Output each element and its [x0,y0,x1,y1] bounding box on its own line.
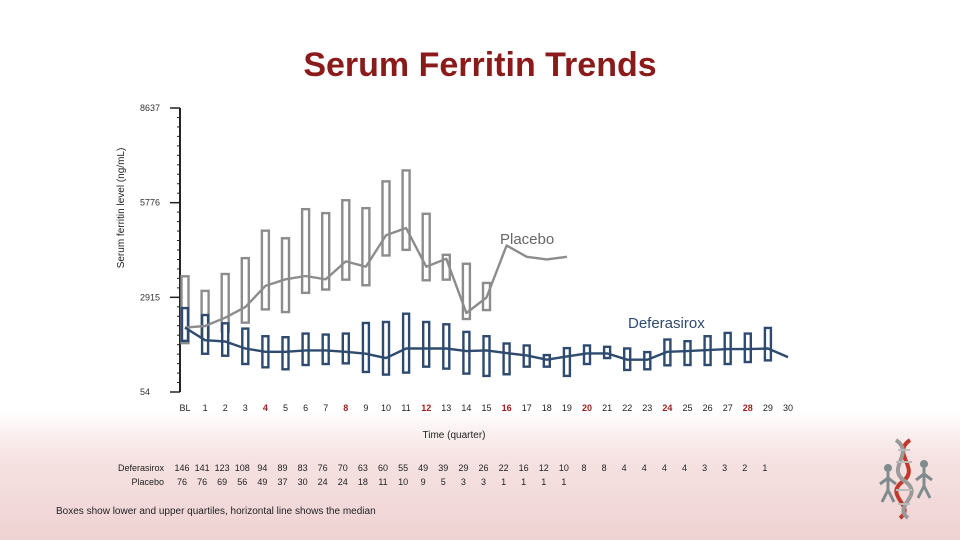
deferasirox-series-label: Deferasirox [628,315,705,332]
placebo-box [300,207,311,295]
placebo-box [240,256,251,324]
x-tick-label: 18 [542,403,552,413]
placebo-box [321,211,331,291]
x-tick-label: 21 [602,403,612,413]
deferasirox-box [401,312,411,374]
x-tick-label: 14 [461,403,471,413]
footnote: Boxes show lower and upper quartiles, ho… [56,506,376,517]
x-tick-label: 6 [303,403,308,413]
deferasirox-box [562,346,572,378]
x-tick-label: 11 [401,403,410,413]
x-tick-label: 3 [243,403,248,413]
x-tick-label: 28 [743,403,753,413]
x-tick-label: 7 [323,403,328,413]
deferasirox-median-line [184,326,789,361]
x-tick-label: 15 [481,403,491,413]
y-tick-label: 2915 [140,292,160,302]
x-tick-label: 27 [723,403,733,413]
placebo-box [381,180,391,257]
y-tick-label: 5776 [140,198,160,208]
deferasirox-box [361,321,371,374]
x-axis-label: Time (quarter) [423,430,486,441]
x-tick-label: 19 [562,403,572,413]
placebo-box [461,262,472,321]
x-tick-label: 17 [522,403,532,413]
placebo-box [421,212,431,282]
placebo-box [280,237,291,314]
x-tick-label: 30 [783,403,793,413]
x-tick-label: 16 [502,403,512,413]
y-tick-label: 54 [140,387,150,397]
placebo-box [401,169,411,252]
deferasirox-box [180,306,190,343]
x-tick-label: 23 [642,403,652,413]
y-tick-label: 8637 [140,103,160,113]
x-tick-label: 8 [343,403,348,413]
x-tick-label: 12 [421,403,431,413]
deferasirox-box [422,320,431,368]
placebo-box [260,229,271,311]
placebo-series-label: Placebo [500,231,554,248]
x-tick-label: 10 [381,403,391,413]
chart-title: Serum Ferritin Trends [303,46,657,84]
deferasirox-box [341,332,350,365]
x-tick-label: 26 [703,403,713,413]
x-tick-label: 9 [363,403,368,413]
deferasirox-box [281,336,290,371]
x-tick-label: 2 [223,403,228,413]
x-tick-label: 1 [203,403,208,413]
x-tick-label: 24 [662,403,672,413]
placebo-box [361,206,371,287]
deferasirox-box [241,327,250,366]
y-axis-label: Serum ferritin level (ng/mL) [116,148,127,269]
x-tick-label: 4 [263,403,268,413]
deferasirox-box [502,342,511,376]
deferasirox-box [220,322,230,357]
deferasirox-box [462,330,471,375]
deferasirox-box [683,339,692,367]
dna-helix-figures-icon [879,438,933,520]
x-tick-label: 29 [763,403,773,413]
x-tick-label: 22 [622,403,632,413]
x-tick-label: 20 [582,403,592,413]
deferasirox-box [381,320,391,376]
deferasirox-box [743,332,752,364]
deferasirox-box [763,326,773,362]
deferasirox-box [200,313,210,355]
x-tick-label: 25 [682,403,692,413]
placebo-box [341,199,351,281]
x-tick-label: 13 [441,403,451,413]
placebo-median-line [184,226,568,329]
x-tick-label: 5 [283,403,288,413]
deferasirox-box [482,335,491,378]
x-tick-label: BL [179,403,190,413]
deferasirox-box [442,323,451,370]
